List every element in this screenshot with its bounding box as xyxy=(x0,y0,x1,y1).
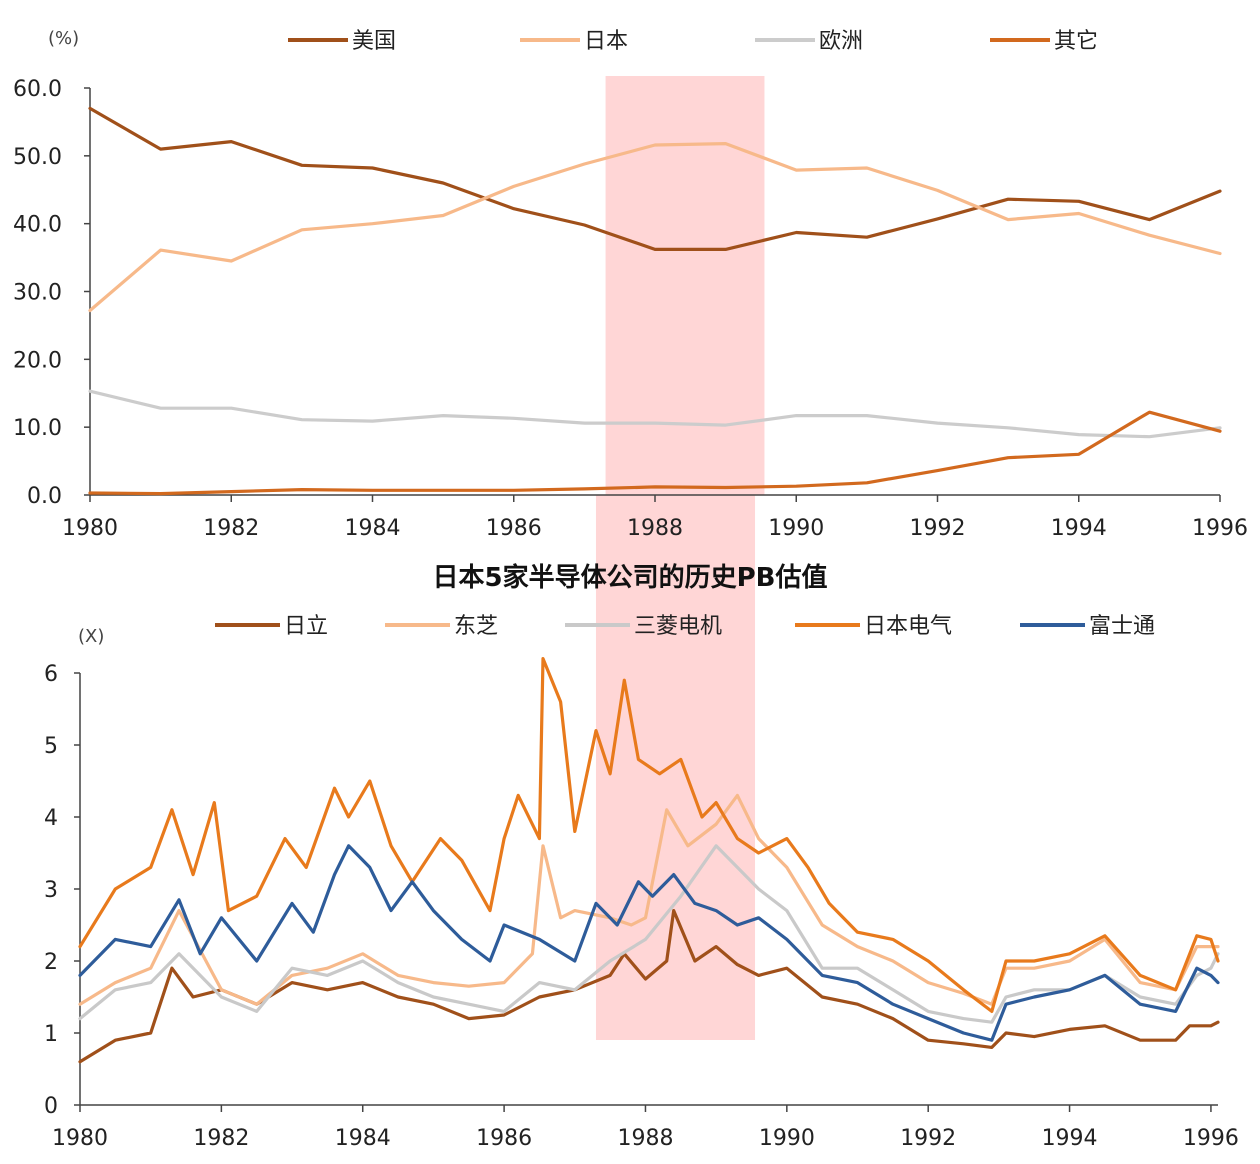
legend-label: 富士通 xyxy=(1089,614,1155,639)
y-tick-label: 50.0 xyxy=(13,145,62,170)
x-tick-label: 1990 xyxy=(768,516,824,541)
y-tick-label: 3 xyxy=(44,878,58,903)
y-tick-label: 40.0 xyxy=(13,213,62,238)
x-tick-label: 1992 xyxy=(900,1126,956,1151)
legend-label: 日本 xyxy=(584,29,628,54)
legend-label: 其它 xyxy=(1054,29,1098,54)
x-tick-label: 1986 xyxy=(486,516,542,541)
legend-label: 三菱电机 xyxy=(634,614,722,639)
x-tick-label: 1984 xyxy=(345,516,401,541)
y-tick-label: 0.0 xyxy=(27,484,62,509)
bottom-series xyxy=(78,656,1220,1064)
x-tick-label: 1990 xyxy=(759,1126,815,1151)
x-tick-label: 1988 xyxy=(627,516,683,541)
top-unit-label: (%) xyxy=(48,28,79,49)
bottom-axes: 0 1 2 3 4 5 6 1980 1982 1984 1986 1988 1990 1992 1994 1… xyxy=(44,662,1239,1151)
y-tick-label: 60.0 xyxy=(13,77,62,102)
x-tick-label: 1994 xyxy=(1042,1126,1098,1151)
x-tick-label: 1994 xyxy=(1051,516,1107,541)
series-line-2 xyxy=(78,793,1220,1006)
top-legend: 美国 日本 欧洲 其它 xyxy=(288,29,1098,54)
legend-label: 日立 xyxy=(284,614,328,639)
series-line-1 xyxy=(78,908,1220,1064)
legend-label: 日本电气 xyxy=(864,614,952,639)
series-line-2 xyxy=(88,142,1222,313)
x-tick-label: 1992 xyxy=(910,516,966,541)
highlight-band-bottom xyxy=(595,495,756,1040)
y-tick-label: 4 xyxy=(44,806,58,831)
x-tick-label: 1996 xyxy=(1183,1126,1239,1151)
x-tick-label: 1986 xyxy=(476,1126,532,1151)
series-line-4 xyxy=(78,656,1220,1014)
y-tick-label: 2 xyxy=(44,950,58,975)
series-line-1 xyxy=(88,106,1222,251)
legend-label: 美国 xyxy=(352,29,396,54)
y-tick-label: 5 xyxy=(44,734,58,759)
y-tick-label: 10.0 xyxy=(13,416,62,441)
bottom-chart-title: 日本5家半导体公司的历史PB估值 xyxy=(433,562,828,593)
legend-label: 东芝 xyxy=(454,614,498,639)
bottom-unit-label: (X) xyxy=(78,626,104,647)
top-series xyxy=(88,106,1222,496)
top-axes: 0.0 10.0 20.0 30.0 40.0 50.0 60.0 1980 1982 1984 1… xyxy=(13,77,1248,541)
bottom-legend: 日立 东芝 三菱电机 日本电气 富士通 xyxy=(215,614,1155,639)
series-line-5 xyxy=(78,844,1220,1042)
market-share-chart: (%) 美国 日本 欧洲 其它 0.0 10.0 20.0 30.0 40.0 50.0 60.0… xyxy=(13,28,1248,541)
series-line-3 xyxy=(88,389,1222,439)
x-tick-label: 1982 xyxy=(203,516,259,541)
x-tick-label: 1984 xyxy=(335,1126,391,1151)
x-tick-label: 1982 xyxy=(193,1126,249,1151)
x-tick-label: 1980 xyxy=(52,1126,108,1151)
x-tick-label: 1988 xyxy=(617,1126,673,1151)
pb-valuation-chart: 日本5家半导体公司的历史PB估值 (X) 日立 东芝 三菱电机 日本电气 富士通 0 1 2… xyxy=(44,562,1239,1151)
y-tick-label: 0 xyxy=(44,1094,58,1119)
y-tick-label: 30.0 xyxy=(13,281,62,306)
legend-label: 欧洲 xyxy=(819,29,863,54)
x-tick-label: 1980 xyxy=(62,516,118,541)
highlight-band-top xyxy=(605,76,765,495)
x-tick-label: 1996 xyxy=(1192,516,1248,541)
y-tick-label: 1 xyxy=(44,1022,58,1047)
series-line-4 xyxy=(88,410,1222,496)
y-tick-label: 20.0 xyxy=(13,348,62,373)
y-tick-label: 6 xyxy=(44,662,58,687)
